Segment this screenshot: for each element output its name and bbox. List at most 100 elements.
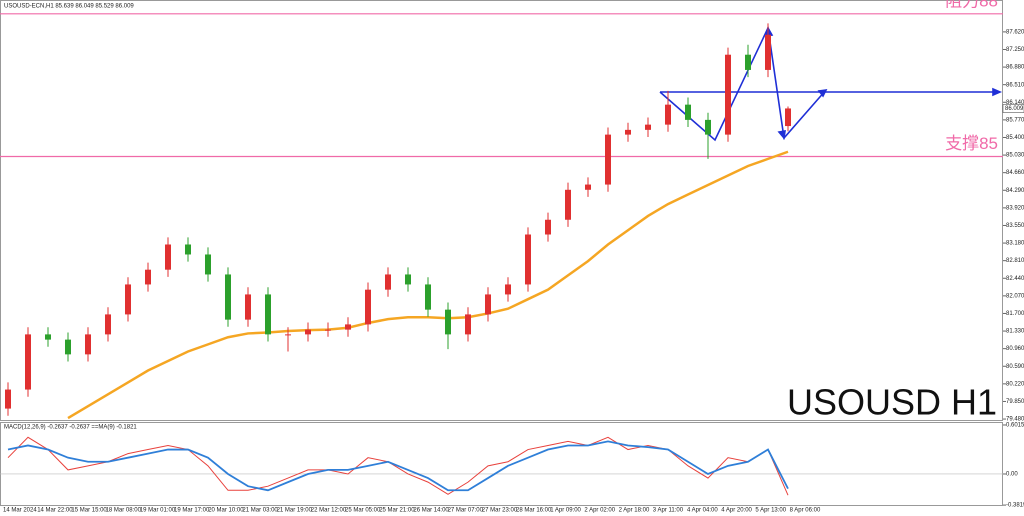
x-tick-label: 21 Mar 19:00 (277, 508, 313, 514)
y-tick-label: 86.140 (1006, 100, 1024, 106)
y-tick-label: 85.770 (1006, 117, 1024, 123)
last-price-label: 86.009 (1005, 106, 1024, 112)
y-tick-label: 86.880 (1006, 65, 1024, 71)
x-tick-label: 3 Apr 11:00 (653, 508, 684, 514)
candle-body (125, 284, 131, 315)
moving-average (67, 150, 789, 420)
candle-body (185, 244, 191, 255)
x-tick-label: 27 Mar 07:00 (448, 508, 484, 514)
x-tick-label: 14 Mar 22:00 (37, 508, 73, 514)
y-tick-label: 82.070 (1006, 293, 1024, 299)
x-tick-label: 5 Apr 13:00 (755, 508, 786, 514)
y-tick-label: 79.480 (1006, 417, 1024, 423)
watermark: USOUSD H1 (787, 382, 997, 423)
candle-body (265, 294, 271, 335)
macd-tick-label: -0.3819 (1006, 503, 1024, 509)
y-tick-label: 85.030 (1006, 153, 1024, 159)
x-tick-label: 26 Mar 14:00 (413, 508, 449, 514)
candle-body (105, 314, 111, 335)
candle-body (305, 329, 311, 335)
candle-body (325, 329, 331, 331)
x-tick-label: 21 Mar 03:00 (242, 508, 278, 514)
candle-body (625, 129, 631, 135)
candle-body (145, 269, 151, 285)
candle-body (85, 334, 91, 355)
macd-line (7, 440, 789, 492)
main-panel (0, 0, 1003, 421)
candle-body (705, 119, 711, 135)
y-tick-label: 80.590 (1006, 364, 1024, 370)
y-tick-label: 86.510 (1006, 82, 1024, 88)
y-tick-label: 85.400 (1006, 135, 1024, 141)
candle-body (385, 274, 391, 290)
candle-body (245, 294, 251, 320)
macd-panel (0, 422, 1003, 506)
macd-label: MACD(12,26,9) -0.2637 -0.2637 ==MA(9) -0… (4, 425, 137, 431)
candle-body (285, 334, 291, 336)
header: USOUSD-ECN,H1 85.639 86.049 85.529 86.00… (4, 4, 134, 10)
y-tick-label: 84.660 (1006, 170, 1024, 176)
y-tick-label: 87.620 (1006, 29, 1024, 35)
candle-body (165, 244, 171, 270)
y-tick-label: 80.960 (1006, 346, 1024, 352)
candle-body (605, 134, 611, 185)
macd-tick-label: 0.6015 (1006, 423, 1024, 429)
x-tick-label: 27 Mar 23:00 (482, 508, 518, 514)
candle-body (745, 54, 751, 70)
candle-body (685, 104, 691, 120)
arrow-heads (764, 25, 1003, 140)
candle-body (425, 284, 431, 310)
y-tick-label: 84.290 (1006, 188, 1024, 194)
candle-body (65, 339, 71, 355)
candle-body (765, 34, 771, 70)
y-tick-label: 83.920 (1006, 205, 1024, 211)
x-tick-label: 1 Apr 09:00 (550, 508, 581, 514)
y-tick-label: 79.850 (1006, 399, 1024, 405)
level-label: 阻力88 (945, 0, 998, 10)
x-tick-label: 4 Apr 04:00 (687, 508, 718, 514)
y-tick-label: 87.250 (1006, 47, 1024, 53)
y-tick-label: 81.330 (1006, 329, 1024, 335)
x-tick-label: 8 Apr 06:00 (790, 508, 821, 514)
candle-body (405, 274, 411, 285)
candle-body (565, 189, 571, 220)
candle-body (465, 314, 471, 335)
candle-body (785, 108, 791, 127)
x-tick-label: 14 Mar 2024 (3, 508, 37, 514)
candle-body (5, 389, 11, 409)
y-tick-label: 83.550 (1006, 223, 1024, 229)
macd-tick-label: 0.00 (1006, 472, 1018, 478)
x-tick-label: 2 Apr 18:00 (619, 508, 650, 514)
x-tick-label: 28 Mar 16:00 (516, 508, 552, 514)
candle-body (445, 309, 451, 335)
x-tick-label: 15 Mar 15:00 (71, 508, 107, 514)
x-tick-label: 2 Apr 02:00 (584, 508, 615, 514)
candle-body (545, 219, 551, 235)
x-tick-label: 22 Mar 12:00 (311, 508, 347, 514)
x-tick-label: 19 Mar 01:00 (140, 508, 176, 514)
candle-body (345, 324, 351, 330)
x-tick-label: 25 Mar 21:00 (379, 508, 415, 514)
x-tick-label: 18 Mar 08:00 (106, 508, 142, 514)
candle-body (645, 124, 651, 130)
candle-body (225, 274, 231, 320)
candle-body (585, 184, 591, 190)
last-price-box (1002, 104, 1024, 113)
candle-body (485, 294, 491, 315)
y-tick-label: 82.810 (1006, 258, 1024, 264)
candle-body (725, 54, 731, 135)
y-tick-label: 82.440 (1006, 276, 1024, 282)
level-label: 支撑85 (945, 134, 998, 153)
candle-body (505, 284, 511, 295)
x-tick-label: 4 Apr 20:00 (721, 508, 752, 514)
candle-body (665, 104, 671, 125)
y-tick-label: 81.700 (1006, 311, 1024, 317)
candle-body (25, 334, 31, 390)
x-tick-label: 20 Mar 10:00 (208, 508, 244, 514)
y-tick-label: 83.180 (1006, 241, 1024, 247)
y-tick-label: 80.220 (1006, 381, 1024, 387)
candle-body (525, 234, 531, 285)
x-tick-label: 25 Mar 05:00 (345, 508, 381, 514)
